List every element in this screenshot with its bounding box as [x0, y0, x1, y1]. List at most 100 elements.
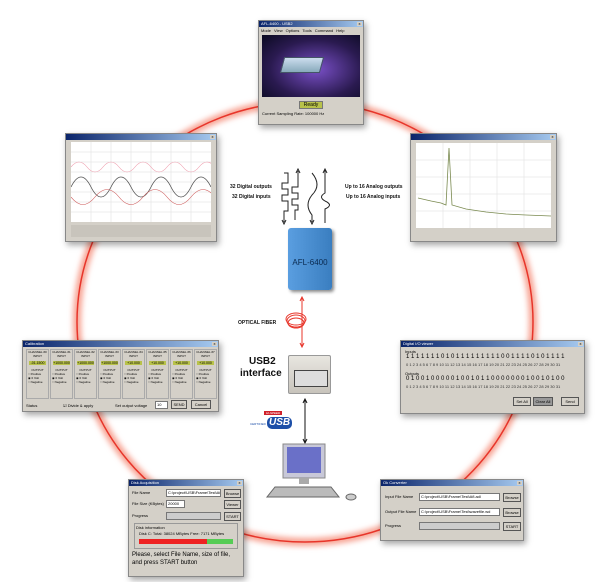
- close-icon[interactable]: x: [550, 134, 555, 139]
- title-bar: Digital I/O viewer x: [401, 341, 584, 347]
- oscilloscope-window: x: [65, 133, 217, 242]
- output-file-label: Output File Name: [385, 509, 417, 514]
- start-button[interactable]: START: [503, 522, 521, 531]
- scope-controls[interactable]: [71, 225, 211, 237]
- menu-tools[interactable]: Tools: [302, 28, 312, 33]
- output-radio[interactable]: ○ Positive: [172, 372, 186, 376]
- usb2-label: USB2: [249, 356, 276, 367]
- set-all-button[interactable]: Set All: [513, 397, 531, 406]
- input-label: INPUT: [33, 354, 42, 358]
- title-bar: Disk Acquisition x: [129, 480, 243, 486]
- channel-panel: CHANNEL #2 INPUT +1000.000 OUTPUT ○ Positive…: [74, 349, 97, 399]
- usb2-interface-box: [288, 355, 331, 394]
- browse-output-button[interactable]: Browse: [503, 508, 521, 517]
- output-radio[interactable]: ◉ 0 Volt: [52, 376, 63, 380]
- output-radio[interactable]: ○ Positive: [28, 372, 42, 376]
- title-bar: Ok Converter x: [381, 480, 523, 486]
- close-icon[interactable]: x: [517, 480, 522, 485]
- menu-help[interactable]: Help: [336, 28, 345, 33]
- input-file-input[interactable]: C:\project\USB\Frame\Test\Afl.adl: [419, 493, 500, 501]
- output-radio[interactable]: ○ Negative: [172, 380, 187, 384]
- outputs-values[interactable]: 0 1 0 0 1 0 0 0 0 0 1 0 0 1 0 1 1 0 0 0 …: [406, 376, 565, 382]
- title-bar: Calibration x: [23, 341, 218, 347]
- output-radio[interactable]: ◉ 0 Volt: [148, 376, 159, 380]
- menu-mode[interactable]: Mode: [261, 28, 272, 33]
- output-label: OUTPUT: [175, 368, 188, 372]
- inputs-values: 1 1 1 1 1 1 1 0 1 0 1 1 1 1 1 1 1 1 1 0 …: [406, 354, 565, 360]
- input-value: +10.000: [197, 361, 214, 365]
- output-radio[interactable]: ○ Negative: [28, 380, 43, 384]
- file-name-input[interactable]: C:\project\USB\Frame\Test\Afl.adl: [166, 489, 221, 497]
- channel-label: CHANNEL #5: [148, 350, 167, 354]
- menu-bar: Mode View Options Tools Command Help: [259, 27, 363, 34]
- output-radio[interactable]: ○ Negative: [196, 380, 211, 384]
- input-label: INPUT: [57, 354, 66, 358]
- output-radio[interactable]: ○ Negative: [124, 380, 139, 384]
- output-radio[interactable]: ○ Negative: [148, 380, 163, 384]
- send-button[interactable]: SEND: [171, 400, 187, 409]
- close-icon[interactable]: x: [357, 21, 362, 26]
- channel-label: CHANNEL #0: [28, 350, 47, 354]
- output-label: OUTPUT: [55, 368, 68, 372]
- output-radio[interactable]: ○ Positive: [76, 372, 90, 376]
- clear-all-button[interactable]: Clear All: [533, 397, 553, 406]
- input-value: +10.000: [149, 361, 166, 365]
- channel-panel: CHANNEL #7 INPUT +10.000 OUTPUT ○ Positive ◉ …: [194, 349, 217, 399]
- main-window: AFL-6400 - USB2 x Mode View Options Tools Com…: [258, 20, 364, 125]
- channel-panel: CHANNEL #0 INPUT -01.1500 OUTPUT ○ Positive ◉…: [26, 349, 49, 399]
- inputs-label: Inputs: [405, 349, 416, 354]
- output-file-input[interactable]: C:\project\USB\Frame\Test\wavefile.wd: [419, 508, 500, 516]
- cancel-button[interactable]: Cancel: [191, 400, 211, 409]
- voltage-input[interactable]: 10: [155, 401, 168, 409]
- output-radio[interactable]: ◉ 0 Volt: [124, 376, 135, 380]
- output-radio[interactable]: ○ Positive: [100, 372, 114, 376]
- input-label: INPUT: [201, 354, 210, 358]
- input-label: INPUT: [153, 354, 162, 358]
- output-radio[interactable]: ○ Positive: [52, 372, 66, 376]
- output-radio[interactable]: ○ Negative: [52, 380, 67, 384]
- file-name-label: File Name: [132, 490, 151, 495]
- start-button[interactable]: START: [224, 512, 241, 521]
- channel-panel: CHANNEL #1 INPUT +1000.000 OUTPUT ○ Positive…: [50, 349, 73, 399]
- output-radio[interactable]: ◉ 0 Volt: [100, 376, 111, 380]
- output-radio[interactable]: ○ Positive: [148, 372, 162, 376]
- close-icon[interactable]: x: [578, 341, 583, 346]
- output-radio[interactable]: ○ Positive: [196, 372, 210, 376]
- menu-view[interactable]: View: [274, 28, 283, 33]
- output-radio[interactable]: ○ Positive: [124, 372, 138, 376]
- output-radio[interactable]: ◉ 0 Volt: [28, 376, 39, 380]
- channel-label: CHANNEL #6: [172, 350, 191, 354]
- output-radio[interactable]: ◉ 0 Volt: [196, 376, 207, 380]
- menu-command[interactable]: Command: [314, 28, 334, 33]
- close-icon[interactable]: x: [210, 134, 215, 139]
- divide-apply-checkbox[interactable]: ☑ Divide & apply: [63, 403, 94, 408]
- browse-input-button[interactable]: Browse: [503, 493, 521, 502]
- title-bar: x: [66, 134, 216, 140]
- channel-panel: CHANNEL #3 INPUT +1000.000 OUTPUT ○ Positive…: [98, 349, 121, 399]
- output-label: OUTPUT: [31, 368, 44, 372]
- viewer-button[interactable]: Viewer: [224, 500, 241, 509]
- usb-hi-speed-logo: HI-SPEED CERTIFIED USB: [250, 411, 293, 429]
- file-size-input[interactable]: 20000: [166, 500, 185, 508]
- input-value: +10.000: [125, 361, 142, 365]
- output-radio[interactable]: ○ Negative: [76, 380, 91, 384]
- output-radio[interactable]: ○ Negative: [100, 380, 115, 384]
- menu-options[interactable]: Options: [285, 28, 300, 33]
- close-icon[interactable]: x: [212, 341, 217, 346]
- close-icon[interactable]: x: [237, 480, 242, 485]
- input-label: INPUT: [129, 354, 138, 358]
- waveform-plot: [70, 142, 216, 222]
- window-title: AFL-6400 - USB2: [261, 21, 293, 26]
- input-value: +1000.000: [77, 361, 94, 365]
- inputs-index: 0 1 2 3 4 5 6 7 8 9 10 11 12 13 14 15 16…: [406, 362, 561, 367]
- disk-usage-bar: [139, 539, 233, 544]
- output-radio[interactable]: ◉ 0 Volt: [172, 376, 183, 380]
- send-button[interactable]: Send: [561, 397, 579, 406]
- channel-label: CHANNEL #2: [76, 350, 95, 354]
- disk-usage-text: Disk C: Total: 38024 MBytes Free: 7171 M…: [139, 531, 225, 536]
- input-label: INPUT: [81, 354, 90, 358]
- browse-button[interactable]: Browse: [224, 489, 241, 498]
- output-radio[interactable]: ◉ 0 Volt: [76, 376, 87, 380]
- channel-panel: CHANNEL #5 INPUT +10.000 OUTPUT ○ Positive ◉ …: [146, 349, 169, 399]
- input-file-label: Input File Name: [385, 494, 414, 499]
